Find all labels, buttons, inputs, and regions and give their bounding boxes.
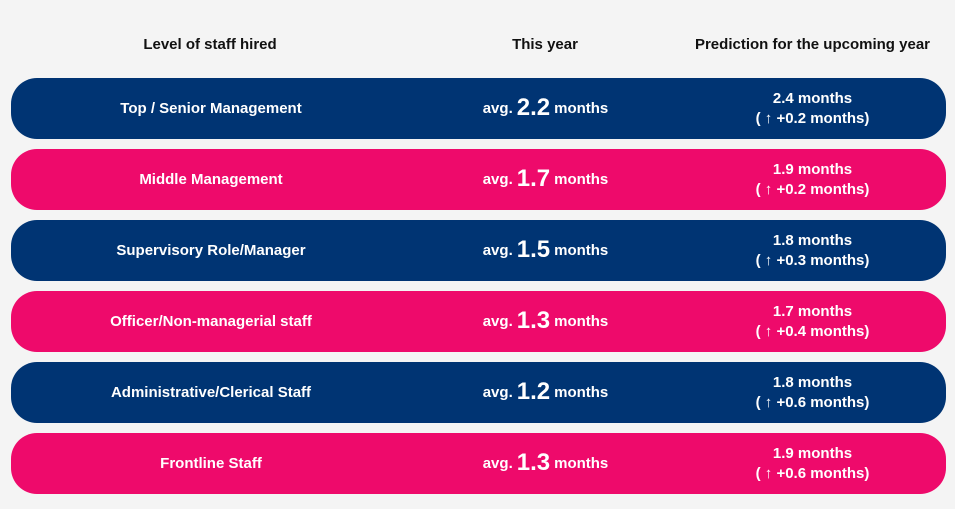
table-row: Officer/Non-managerial staff avg. 1.3 mo… [11,291,946,352]
prediction-cell: 1.7 months ( ↑ +0.4 months) [680,291,945,352]
prediction-cell: 2.4 months ( ↑ +0.2 months) [680,78,945,139]
avg-unit: months [554,242,609,259]
prediction-change: ( ↑ +0.4 months) [755,322,870,340]
table-row: Administrative/Clerical Staff avg. 1.2 m… [11,362,946,423]
avg-value: 1.5 [516,235,551,263]
avg-prefix: avg. [482,384,513,401]
prediction-value: 1.8 months [772,231,853,249]
avg-value: 1.7 [516,164,551,192]
prediction-cell: 1.9 months ( ↑ +0.6 months) [680,433,945,494]
table-row: Middle Management avg. 1.7 months 1.9 mo… [11,149,946,210]
avg-unit: months [554,171,609,188]
avg-value: 1.2 [516,377,551,405]
avg-unit: months [554,313,609,330]
level-cell: Administrative/Clerical Staff [110,384,312,401]
prediction-change: ( ↑ +0.2 months) [755,109,870,127]
table-header: Level of staff hired This year Predictio… [0,36,955,60]
avg-value: 2.2 [516,93,551,121]
header-prediction: Prediction for the upcoming year [694,36,931,53]
header-level: Level of staff hired [143,36,277,53]
level-cell: Officer/Non-managerial staff [110,313,312,330]
this-year-cell: avg. 1.3 months [411,291,680,352]
this-year-cell: avg. 1.2 months [411,362,680,423]
header-this-year: This year [512,36,578,53]
prediction-cell: 1.9 months ( ↑ +0.2 months) [680,149,945,210]
avg-prefix: avg. [482,171,513,188]
avg-unit: months [554,100,609,117]
this-year-cell: avg. 2.2 months [411,78,680,139]
level-cell: Frontline Staff [160,455,262,472]
avg-prefix: avg. [482,313,513,330]
prediction-value: 2.4 months [772,89,853,107]
table-row: Top / Senior Management avg. 2.2 months … [11,78,946,139]
avg-prefix: avg. [482,455,513,472]
prediction-change: ( ↑ +0.6 months) [755,393,870,411]
level-cell: Supervisory Role/Manager [116,242,306,259]
table-row: Supervisory Role/Manager avg. 1.5 months… [11,220,946,281]
prediction-cell: 1.8 months ( ↑ +0.6 months) [680,362,945,423]
prediction-change: ( ↑ +0.6 months) [755,464,870,482]
prediction-value: 1.7 months [772,302,853,320]
prediction-cell: 1.8 months ( ↑ +0.3 months) [680,220,945,281]
level-cell: Top / Senior Management [120,100,302,117]
avg-unit: months [554,455,609,472]
avg-value: 1.3 [516,448,551,476]
avg-prefix: avg. [482,100,513,117]
table-body: Top / Senior Management avg. 2.2 months … [11,78,946,504]
prediction-value: 1.9 months [772,444,853,462]
avg-prefix: avg. [482,242,513,259]
prediction-change: ( ↑ +0.2 months) [755,180,870,198]
prediction-value: 1.8 months [772,373,853,391]
prediction-change: ( ↑ +0.3 months) [755,251,870,269]
table-row: Frontline Staff avg. 1.3 months 1.9 mont… [11,433,946,494]
avg-value: 1.3 [516,306,551,334]
this-year-cell: avg. 1.3 months [411,433,680,494]
prediction-value: 1.9 months [772,160,853,178]
level-cell: Middle Management [139,171,283,188]
this-year-cell: avg. 1.5 months [411,220,680,281]
avg-unit: months [554,384,609,401]
this-year-cell: avg. 1.7 months [411,149,680,210]
